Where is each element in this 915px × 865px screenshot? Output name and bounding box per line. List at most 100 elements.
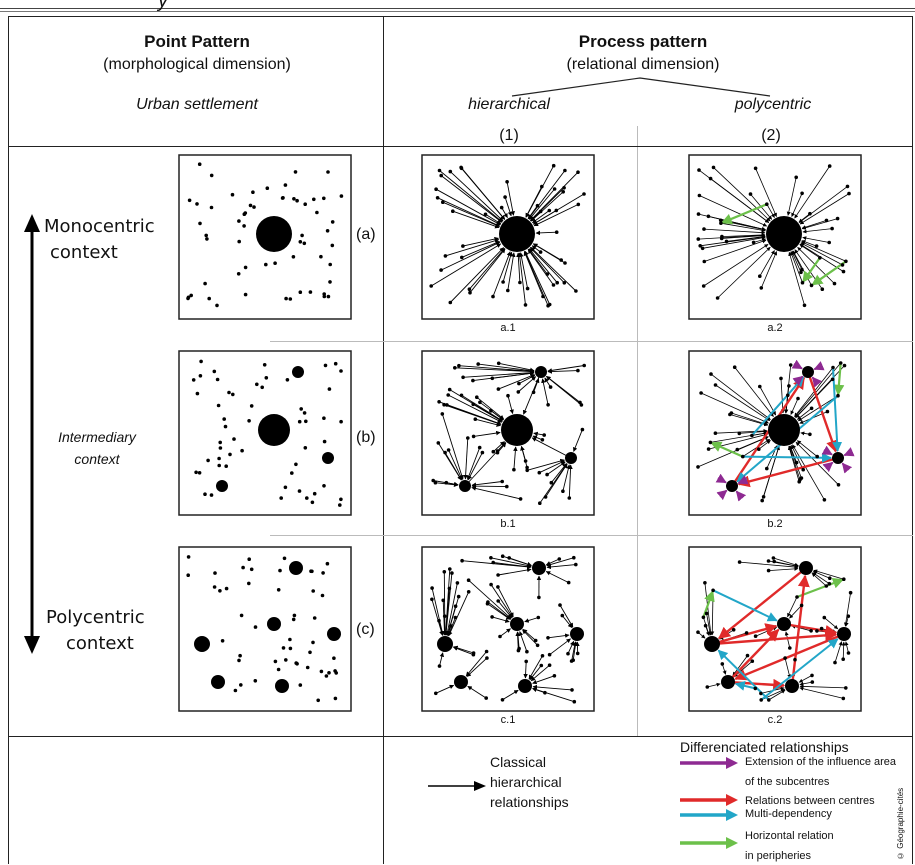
legend-classical-line1: Classical (490, 752, 546, 772)
centre-node (437, 636, 453, 652)
centre-node (292, 366, 304, 378)
settlement-dot (454, 616, 458, 620)
settlement-dot (697, 237, 701, 241)
settlement-dot (472, 651, 476, 655)
settlement-dot (240, 614, 244, 618)
settlement-dot (503, 195, 507, 199)
settlement-dot (795, 461, 799, 465)
settlement-dot (305, 496, 309, 500)
settlement-dot (830, 227, 834, 231)
settlement-dot (831, 366, 835, 370)
settlement-dot (498, 635, 502, 639)
settlement-dot (581, 428, 585, 432)
settlement-dot (828, 582, 832, 586)
settlement-dot (303, 242, 307, 246)
settlement-dot (195, 202, 199, 206)
settlement-dot (525, 650, 529, 654)
centre-node (499, 216, 535, 252)
settlement-dot (260, 386, 264, 390)
settlement-dot (447, 448, 451, 452)
settlement-dot (580, 403, 584, 407)
settlement-dot (288, 638, 292, 642)
settlement-dot (552, 283, 556, 287)
panel-a-point-pattern (178, 154, 352, 320)
settlement-dot (219, 446, 223, 450)
settlement-dot (187, 555, 191, 559)
centre-node (216, 480, 228, 492)
settlement-dot (468, 287, 472, 291)
settlement-dot (754, 634, 758, 638)
settlement-dot (697, 212, 701, 216)
settlement-dot (460, 559, 464, 563)
settlement-dot (213, 571, 217, 575)
settlement-dot (294, 170, 298, 174)
settlement-dot (244, 266, 248, 270)
settlement-dot (573, 700, 577, 704)
settlement-dot (468, 291, 472, 295)
settlement-dot (472, 435, 476, 439)
settlement-dot (339, 498, 343, 502)
centre-node (832, 452, 844, 464)
settlement-dot (566, 652, 570, 656)
settlement-dot (431, 479, 435, 483)
centre-node (258, 414, 290, 446)
settlement-dot (471, 379, 475, 383)
settlement-dot (247, 419, 251, 423)
settlement-dot (264, 263, 268, 267)
settlement-dot (787, 384, 791, 388)
settlement-dot (198, 471, 202, 475)
settlement-dot (327, 295, 331, 299)
settlement-dot (696, 465, 700, 469)
settlement-dot (800, 476, 804, 480)
settlement-dot (443, 570, 447, 574)
settlement-dot (284, 297, 288, 301)
settlement-dot (322, 484, 326, 488)
settlement-dot (446, 393, 450, 397)
settlement-dot (273, 261, 277, 265)
settlement-dot (725, 240, 729, 244)
settlement-dot (244, 293, 248, 297)
settlement-dot (541, 438, 545, 442)
settlement-dot (456, 581, 460, 585)
settlement-dot (563, 281, 567, 285)
settlement-dot (188, 199, 192, 203)
settlement-dot (449, 170, 453, 174)
urban-settlement-label: Urban settlement (136, 96, 258, 114)
settlement-dot (506, 394, 510, 398)
settlement-dot (438, 664, 442, 668)
settlement-dot (709, 177, 713, 181)
settlement-dot (757, 447, 761, 451)
settlement-dot (545, 473, 549, 477)
settlement-dot (572, 556, 576, 560)
settlement-dot (254, 625, 258, 629)
settlement-dot (821, 287, 825, 291)
settlement-dot (844, 686, 848, 690)
centre-node (256, 216, 292, 252)
legend-divider (8, 736, 913, 737)
settlement-dot (788, 646, 792, 650)
settlement-dot (738, 432, 742, 436)
settlement-dot (801, 281, 805, 285)
settlement-dot (334, 697, 338, 701)
settlement-dot (204, 234, 208, 238)
settlement-dot (237, 219, 241, 223)
settlement-dot (461, 244, 465, 248)
settlement-dot (306, 666, 310, 670)
settlement-dot (525, 469, 529, 473)
settlement-dot (699, 391, 703, 395)
legend-green-line1: Horizontal relation (745, 830, 834, 842)
settlement-dot (323, 440, 327, 444)
legend-purple-line1: Extension of the influence area (745, 756, 896, 768)
settlement-dot (576, 369, 580, 373)
settlement-dot (327, 671, 331, 675)
settlement-dot (299, 683, 303, 687)
settlement-dot (213, 370, 217, 374)
settlement-dot (298, 489, 302, 493)
settlement-dot (450, 571, 454, 575)
settlement-dot (702, 616, 706, 620)
settlement-dot (847, 614, 851, 618)
settlement-dot (449, 301, 453, 305)
settlement-dot (325, 674, 329, 678)
top-cut-text: y (158, 0, 168, 13)
settlement-dot (467, 590, 471, 594)
